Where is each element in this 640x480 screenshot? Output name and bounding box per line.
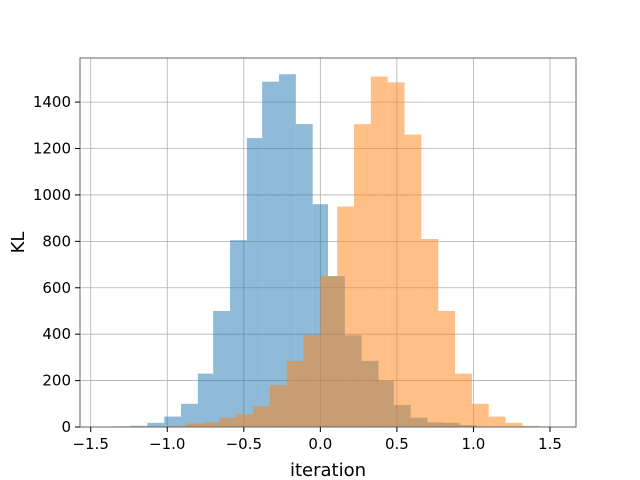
histogram-bar [279,74,296,427]
histogram-bar [252,406,270,427]
y-tick-label: 200 [42,372,71,390]
histogram-bar [181,403,198,427]
histogram-bar [147,422,165,427]
histogram-bar [522,425,540,427]
x-tick-label: −0.5 [226,435,262,453]
y-tick-label: 1200 [33,140,71,158]
histogram-bar [337,206,355,427]
y-tick-label: 1400 [33,93,71,111]
histogram-bar [421,239,439,427]
histogram-bar [130,425,148,427]
histogram-bar [471,403,489,427]
histogram-bar [213,310,231,427]
histogram-bar [168,425,186,427]
histogram-bar [219,417,237,427]
histogram-bar [303,335,321,427]
x-axis-label: iteration [290,460,366,480]
x-axis-ticks: −1.5 −1.0 −0.5 0.0 0.5 1.0 1.5 [72,427,562,453]
y-tick-label: 800 [42,232,71,250]
y-tick-label: 600 [42,279,71,297]
y-tick-label: 400 [42,325,71,343]
histogram-series-2 [151,76,540,428]
histogram-bar [438,310,456,427]
x-tick-label: 0.5 [385,435,409,453]
histogram-bar [505,422,523,427]
histogram-bar [197,373,214,427]
plot-frame [79,57,577,428]
histogram-bar [354,124,371,427]
histogram-bar [246,138,263,427]
x-tick-label: 0.0 [308,435,332,453]
histogram-bar [269,385,287,427]
histogram-bar [262,81,280,428]
histogram-bar [404,134,422,427]
histogram-bar [286,360,304,427]
y-axis-ticks: 0 200 400 600 800 1000 1200 1400 [33,93,80,436]
histogram-bar [370,76,388,427]
histogram-bar [164,416,182,427]
histogram-bar [455,373,472,427]
histogram-bar [202,422,220,427]
histogram-bar [488,416,506,427]
histogram-bars [113,74,540,428]
x-tick-label: −1.5 [72,435,108,453]
x-tick-label: 1.0 [462,435,486,453]
x-tick-label: 1.5 [538,435,562,453]
histogram-bar [320,276,338,427]
histogram-bar [185,423,203,427]
x-tick-label: −1.0 [149,435,185,453]
y-tick-label: 1000 [33,186,71,204]
histogram-bar [236,414,253,427]
y-tick-label: 0 [61,418,71,436]
y-axis-label: KL [8,232,29,254]
histogram-bar [387,82,405,428]
histogram-bar [230,240,247,427]
